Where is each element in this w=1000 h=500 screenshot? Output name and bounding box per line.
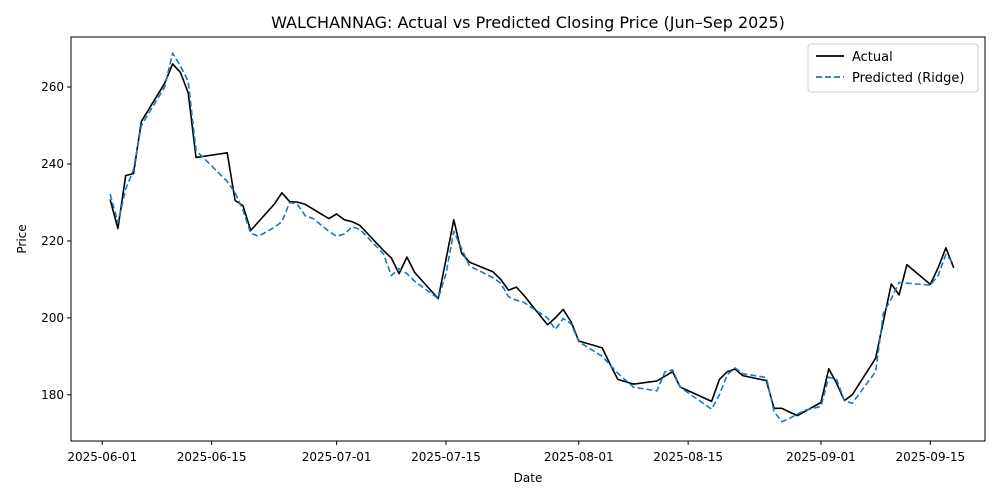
series-line-predicted: [109, 52, 955, 423]
legend-label-predicted: Predicted (Ridge): [852, 71, 964, 86]
y-axis: 180 200 220 240 260: [41, 80, 71, 402]
y-tick-label: 200: [41, 311, 64, 325]
legend-box: [807, 43, 979, 93]
legend: Actual Predicted (Ridge): [807, 43, 979, 93]
y-tick-label: 180: [41, 388, 64, 402]
x-tick-label: 2025-09-15: [895, 450, 965, 464]
legend-label-actual: Actual: [852, 50, 893, 65]
plot-frame: [70, 36, 986, 442]
x-tick-label: 2025-08-15: [653, 450, 723, 464]
y-tick-label: 220: [41, 234, 64, 248]
series-line-actual: [109, 63, 955, 417]
x-tick-label: 2025-08-01: [544, 450, 614, 464]
x-tick-label: 2025-06-01: [67, 450, 137, 464]
x-tick-label: 2025-06-15: [177, 450, 247, 464]
chart-title: WALCHANNAG: Actual vs Predicted Closing …: [271, 13, 785, 32]
x-axis: 2025-06-01 2025-06-15 2025-07-01 2025-07-15…: [67, 441, 965, 464]
x-tick-label: 2025-09-01: [786, 450, 856, 464]
x-axis-title: Date: [514, 471, 543, 485]
y-tick-label: 260: [41, 80, 64, 94]
plot-area: [109, 52, 955, 423]
x-tick-label: 2025-07-01: [302, 450, 372, 464]
x-tick-label: 2025-07-15: [411, 450, 481, 464]
y-axis-title: Price: [15, 224, 29, 253]
y-tick-label: 240: [41, 157, 64, 171]
